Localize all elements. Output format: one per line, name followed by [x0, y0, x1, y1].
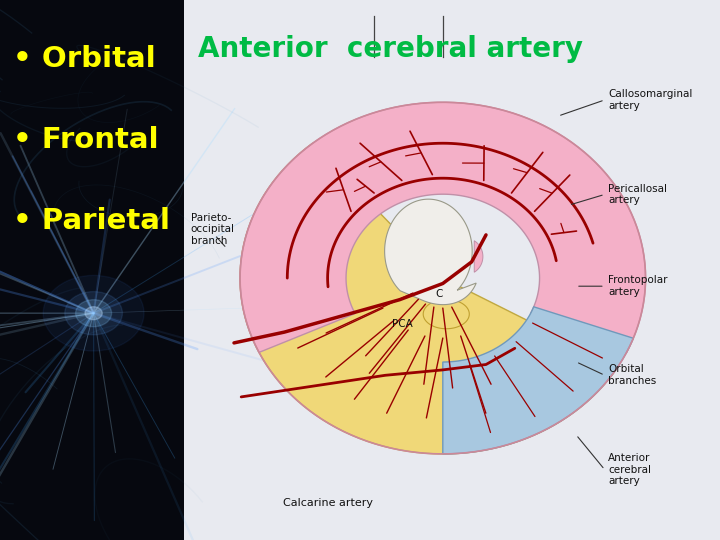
Text: C: C	[436, 289, 443, 299]
Text: Pericallosal
artery: Pericallosal artery	[608, 184, 667, 205]
Polygon shape	[240, 102, 646, 353]
Text: PCA: PCA	[392, 319, 413, 329]
Text: Orbital
branches: Orbital branches	[608, 364, 657, 386]
Text: Callosomarginal
artery: Callosomarginal artery	[608, 89, 693, 111]
Text: • Frontal: • Frontal	[13, 126, 158, 154]
Text: • Parietal: • Parietal	[13, 207, 170, 235]
Circle shape	[76, 300, 112, 327]
Circle shape	[65, 292, 122, 335]
Text: Anterior  cerebral artery: Anterior cerebral artery	[198, 35, 583, 63]
Polygon shape	[443, 307, 634, 454]
Text: • Orbital: • Orbital	[13, 45, 156, 73]
Text: Anterior
cerebral
artery: Anterior cerebral artery	[608, 453, 652, 487]
Text: Frontopolar
artery: Frontopolar artery	[608, 275, 668, 297]
Polygon shape	[474, 241, 483, 272]
Circle shape	[85, 307, 102, 320]
Bar	[184, 0, 720, 540]
Polygon shape	[240, 144, 618, 454]
Circle shape	[43, 275, 144, 351]
Text: Parieto-
occipital
branch: Parieto- occipital branch	[191, 213, 235, 246]
Bar	[0, 0, 184, 540]
Polygon shape	[423, 299, 469, 329]
Polygon shape	[384, 199, 476, 305]
Text: Calcarine artery: Calcarine artery	[283, 498, 373, 508]
